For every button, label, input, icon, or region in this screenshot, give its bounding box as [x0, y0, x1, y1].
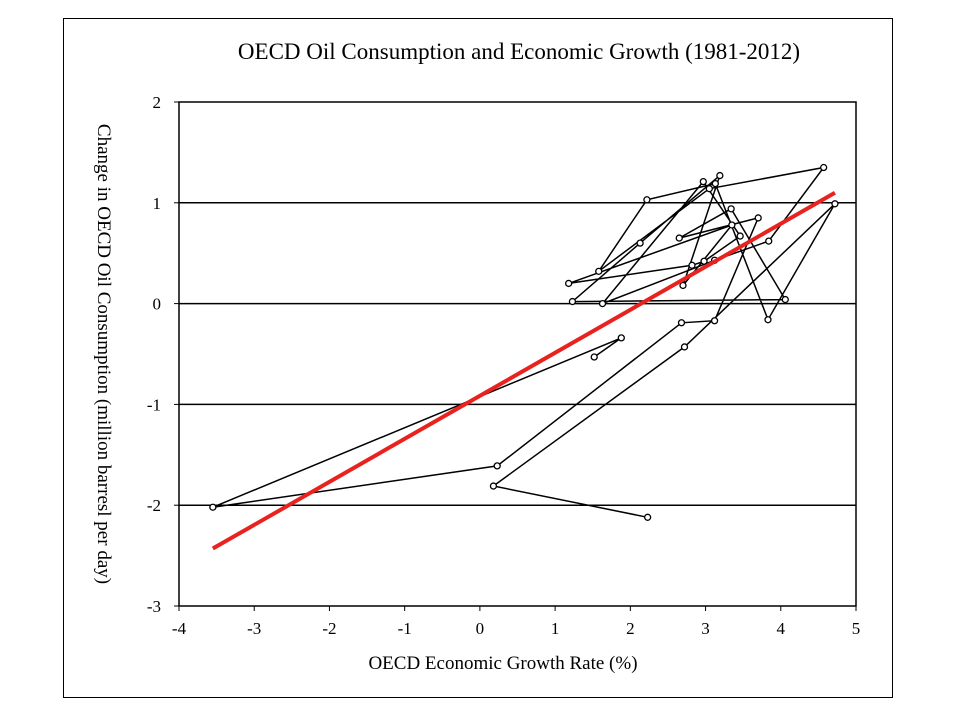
series-path [212, 166, 836, 519]
x-tick-label: 5 [852, 619, 861, 638]
x-tick-label: -3 [247, 619, 261, 638]
data-point [764, 316, 772, 324]
data-point [680, 343, 689, 351]
grid-lines [179, 202, 856, 506]
data-point [716, 171, 724, 180]
data-point [617, 334, 625, 342]
data-point [565, 279, 573, 288]
data-point [765, 237, 773, 245]
series-layer [209, 163, 839, 551]
y-tick-label: 1 [153, 194, 162, 213]
data-point [595, 267, 603, 275]
data-point [643, 196, 651, 204]
y-tick-label: 0 [153, 295, 162, 314]
y-tick-label: -2 [147, 496, 161, 515]
data-point [209, 503, 217, 511]
x-tick-label: -2 [322, 619, 336, 638]
data-point [688, 261, 696, 269]
y-tick-label: -3 [147, 597, 161, 616]
data-point [598, 299, 607, 308]
data-point [736, 232, 744, 240]
x-tick-label: 0 [476, 619, 485, 638]
x-axis-label: OECD Economic Growth Rate (%) [368, 653, 637, 674]
data-point [820, 163, 828, 172]
x-tick-label: 3 [701, 619, 710, 638]
x-tick-label: -1 [398, 619, 412, 638]
plot-area [178, 101, 857, 607]
data-point [699, 177, 707, 186]
chart-svg: OECD Oil Consumption and Economic Growth… [93, 39, 860, 674]
data-point [679, 281, 687, 290]
x-tick-labels: -4 -3 -2 -1 0 1 2 3 4 5 [172, 606, 860, 638]
data-point [727, 205, 735, 213]
data-point [710, 317, 719, 325]
data-point [700, 257, 708, 265]
y-tick-label: 2 [153, 93, 162, 112]
trend-line [211, 190, 836, 551]
data-point [728, 221, 736, 229]
data-point [675, 234, 683, 242]
y-axis-label: Change in OECD Oil Consumption (million … [93, 124, 114, 584]
chart-title: OECD Oil Consumption and Economic Growth… [238, 39, 800, 64]
data-point [705, 185, 713, 193]
data-point [643, 513, 652, 521]
data-point [831, 200, 839, 208]
x-tick-label: 4 [777, 619, 786, 638]
data-point [489, 482, 498, 490]
chart-frame: OECD Oil Consumption and Economic Growth… [63, 18, 893, 698]
data-point [711, 179, 719, 188]
data-point [590, 353, 598, 361]
data-point [754, 214, 762, 222]
data-point [781, 295, 789, 304]
data-point [568, 297, 577, 306]
data-point [677, 319, 686, 327]
data-point [493, 462, 501, 470]
y-tick-labels: -3 -2 -1 0 1 2 [147, 93, 179, 616]
y-tick-label: -1 [147, 395, 161, 414]
x-tick-label: -4 [172, 619, 187, 638]
x-tick-label: 2 [626, 619, 635, 638]
data-point [636, 239, 644, 247]
x-tick-label: 1 [551, 619, 560, 638]
